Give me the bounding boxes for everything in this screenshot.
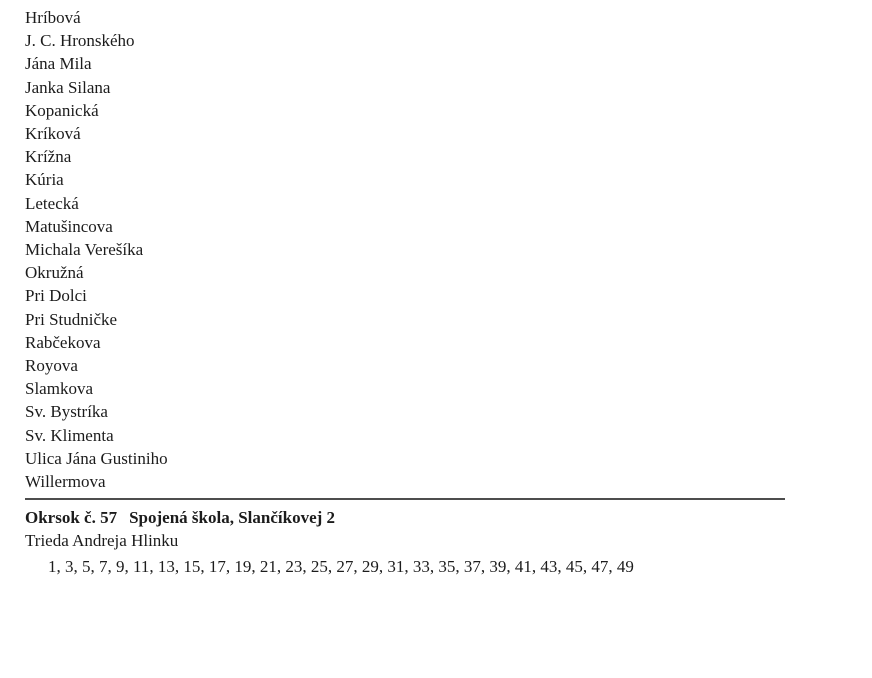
district-house-numbers: 1, 3, 5, 7, 9, 11, 13, 15, 17, 19, 21, 2… [48, 556, 634, 576]
street-list: Hríbová J. C. Hronského Jána Mila Janka … [25, 6, 872, 493]
street-list-item: Ulica Jána Gustiniho [25, 448, 168, 468]
street-list-item: Royova [25, 356, 78, 376]
street-list-item: Letecká [25, 193, 79, 213]
street-list-item: Kríková [25, 124, 81, 144]
street-list-item: Kúria [25, 170, 64, 190]
street-list-item: Matušincova [25, 216, 113, 236]
district-number: Okrsok č. 57 [25, 508, 118, 528]
street-list-item: J. C. Hronského [25, 31, 135, 51]
street-list-item: Kopanická [25, 100, 99, 120]
street-list-item: Willermova [25, 472, 106, 492]
street-list-item: Pri Studničke [25, 309, 118, 329]
district-street-name: Trieda Andreja Hlinku [25, 531, 179, 551]
street-list-item: Okružná [25, 263, 84, 283]
street-list-item: Sv. Klimenta [25, 425, 114, 445]
section-divider [25, 498, 785, 501]
street-list-item: Rabčekova [25, 332, 101, 352]
district-section: Okrsok č. 57 Spojená škola, Slančíkovej 2… [25, 506, 872, 578]
street-list-item: Janka Silana [25, 77, 111, 97]
street-list-item: Michala Verešíka [25, 240, 144, 260]
street-list-item: Sv. Bystríka [25, 402, 108, 422]
street-list-item: Pri Dolci [25, 286, 87, 306]
district-heading: Okrsok č. 57 Spojená škola, Slančíkovej 2 [25, 506, 872, 529]
district-location: Spojená škola, Slančíkovej 2 [129, 508, 336, 528]
street-list-item: Krížna [25, 147, 72, 167]
street-list-item: Jána Mila [25, 54, 92, 74]
street-list-item: Hríbová [25, 8, 81, 27]
street-list-item: Slamkova [25, 379, 93, 399]
